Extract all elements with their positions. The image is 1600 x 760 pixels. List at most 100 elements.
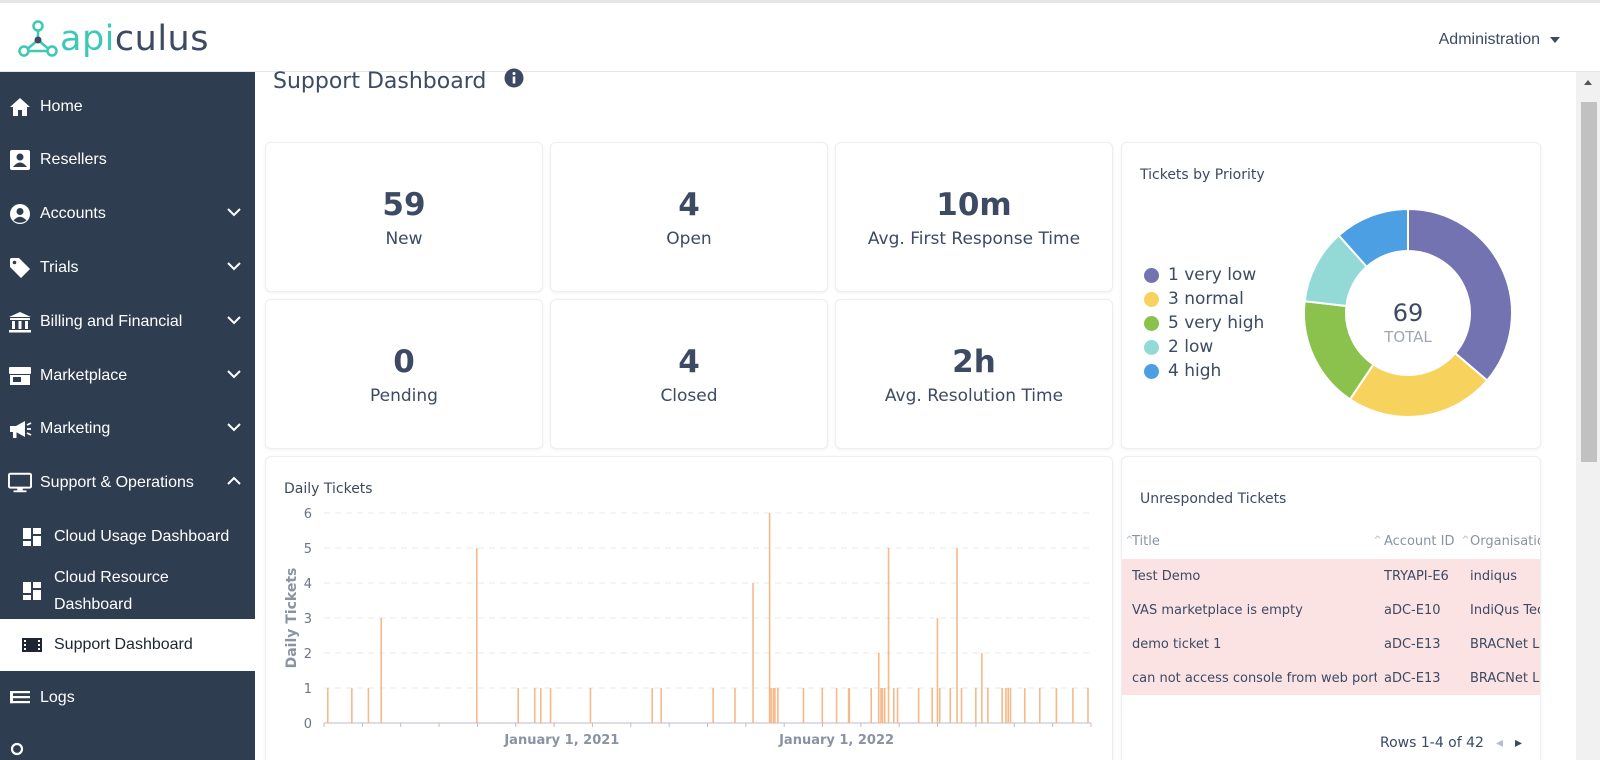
bar[interactable]: [772, 688, 775, 723]
scroll-up-arrow-icon[interactable]: [1584, 80, 1592, 85]
info-icon[interactable]: [504, 68, 524, 94]
bar[interactable]: [533, 688, 536, 723]
bar[interactable]: [1087, 688, 1089, 723]
bar[interactable]: [987, 688, 989, 723]
sidebar-item-cloud-usage-dashboard[interactable]: Cloud Usage Dashboard: [0, 510, 255, 564]
bar[interactable]: [881, 688, 884, 723]
donut-slice-4[interactable]: [1337, 207, 1409, 269]
bar[interactable]: [774, 688, 776, 723]
sort-icon[interactable]: ⌃: [1372, 534, 1383, 549]
bar[interactable]: [651, 688, 653, 723]
bar[interactable]: [960, 688, 963, 723]
chevron-down-icon: [227, 419, 241, 437]
bar[interactable]: [1039, 688, 1041, 723]
bar[interactable]: [936, 618, 939, 723]
column-header-title[interactable]: Title: [1132, 534, 1160, 549]
legend-dot: [1144, 267, 1159, 283]
page-scrollbar[interactable]: [1576, 72, 1600, 760]
logo-molecule-icon: [18, 20, 58, 57]
sidebar-item-support-operations[interactable]: Support & Operations: [0, 456, 255, 510]
bar[interactable]: [712, 688, 714, 723]
bar[interactable]: [892, 688, 895, 723]
table-row[interactable]: can not access console from web portal a…: [1122, 661, 1540, 695]
sidebar-item-next-partial[interactable]: [0, 725, 255, 760]
bar[interactable]: [1009, 688, 1012, 723]
bar[interactable]: [821, 688, 824, 723]
apiculus-logo[interactable]: apiculus: [18, 17, 209, 61]
bar[interactable]: [896, 688, 899, 723]
sidebar-item-logs[interactable]: Logs: [0, 671, 255, 725]
sort-icon[interactable]: ⌃: [1460, 534, 1471, 549]
sidebar-item-cloud-resource-dashboard[interactable]: Cloud Resource Dashboard: [0, 563, 255, 619]
tag-icon: [8, 256, 32, 280]
bar[interactable]: [380, 618, 383, 723]
legend-item[interactable]: 5 very high: [1144, 311, 1264, 335]
bar[interactable]: [870, 688, 873, 723]
sidebar-item-accounts[interactable]: Accounts: [0, 187, 255, 241]
top-bar: apiculus Administration: [0, 0, 1600, 72]
bar[interactable]: [883, 688, 886, 723]
bar[interactable]: [835, 688, 838, 723]
bar[interactable]: [938, 688, 941, 723]
bar[interactable]: [848, 688, 851, 723]
bar[interactable]: [975, 688, 977, 723]
bar[interactable]: [517, 688, 519, 723]
bar[interactable]: [949, 688, 952, 723]
next-page-icon[interactable]: ▸: [1514, 735, 1522, 751]
sidebar-item-trials[interactable]: Trials: [0, 241, 255, 295]
stat-card-pending: 0 Pending: [265, 299, 543, 449]
bar[interactable]: [475, 548, 478, 723]
legend-item[interactable]: 4 high: [1144, 359, 1264, 383]
prev-page-icon[interactable]: ◂: [1495, 735, 1503, 751]
bar[interactable]: [917, 688, 920, 723]
bar[interactable]: [777, 688, 779, 723]
bar[interactable]: [351, 688, 353, 723]
legend-item[interactable]: 2 low: [1144, 335, 1264, 359]
scroll-thumb[interactable]: [1581, 102, 1597, 462]
table-row[interactable]: Test Demo TRYAPI-E6 indiqus: [1122, 559, 1540, 593]
sidebar-item-marketing[interactable]: Marketing: [0, 402, 255, 456]
table-row[interactable]: VAS marketplace is empty aDC-E10 IndiQus…: [1122, 593, 1540, 627]
bar[interactable]: [931, 688, 933, 723]
bar[interactable]: [1072, 688, 1074, 723]
donut-slice-0[interactable]: [1407, 207, 1513, 382]
sidebar-item-resellers[interactable]: Resellers: [0, 133, 255, 187]
legend-item[interactable]: 1 very low: [1144, 263, 1264, 287]
bar[interactable]: [1001, 688, 1003, 723]
bar[interactable]: [1055, 688, 1058, 723]
column-header-organisation[interactable]: Organisatio: [1470, 534, 1541, 549]
bar[interactable]: [802, 688, 805, 723]
bar[interactable]: [770, 688, 772, 723]
legend-item[interactable]: 3 normal: [1144, 287, 1264, 311]
bar[interactable]: [367, 688, 370, 723]
bar[interactable]: [1023, 688, 1026, 723]
sidebar-item-billing[interactable]: Billing and Financial: [0, 295, 255, 349]
bar[interactable]: [768, 513, 771, 723]
bar[interactable]: [752, 583, 754, 723]
unresponded-title: Unresponded Tickets: [1140, 491, 1287, 507]
bar[interactable]: [660, 688, 663, 723]
bar[interactable]: [1007, 688, 1010, 723]
bar[interactable]: [326, 688, 329, 723]
column-header-account-id[interactable]: Account ID: [1384, 534, 1455, 549]
dashboard-icon: [20, 525, 44, 549]
bar[interactable]: [549, 688, 552, 723]
bar[interactable]: [877, 653, 880, 723]
stat-value: 10m: [936, 187, 1012, 223]
sidebar-item-home[interactable]: Home: [0, 80, 255, 134]
bar[interactable]: [539, 688, 542, 723]
bar[interactable]: [887, 548, 890, 723]
sidebar-item-marketplace[interactable]: Marketplace: [0, 349, 255, 403]
bar[interactable]: [956, 548, 958, 723]
bar[interactable]: [1005, 688, 1007, 723]
administration-menu[interactable]: Administration: [1439, 31, 1560, 49]
reseller-icon: [8, 148, 32, 172]
donut-total-label: TOTAL: [1383, 328, 1432, 346]
bar[interactable]: [981, 653, 983, 723]
bar[interactable]: [589, 688, 592, 723]
sort-icon[interactable]: ⌃: [1124, 534, 1135, 549]
sidebar-item-support-dashboard[interactable]: Support Dashboard: [0, 619, 255, 671]
table-row[interactable]: demo ticket 1 aDC-E13 BRACNet Li: [1122, 627, 1540, 661]
bar[interactable]: [734, 688, 736, 723]
bar[interactable]: [880, 688, 882, 723]
